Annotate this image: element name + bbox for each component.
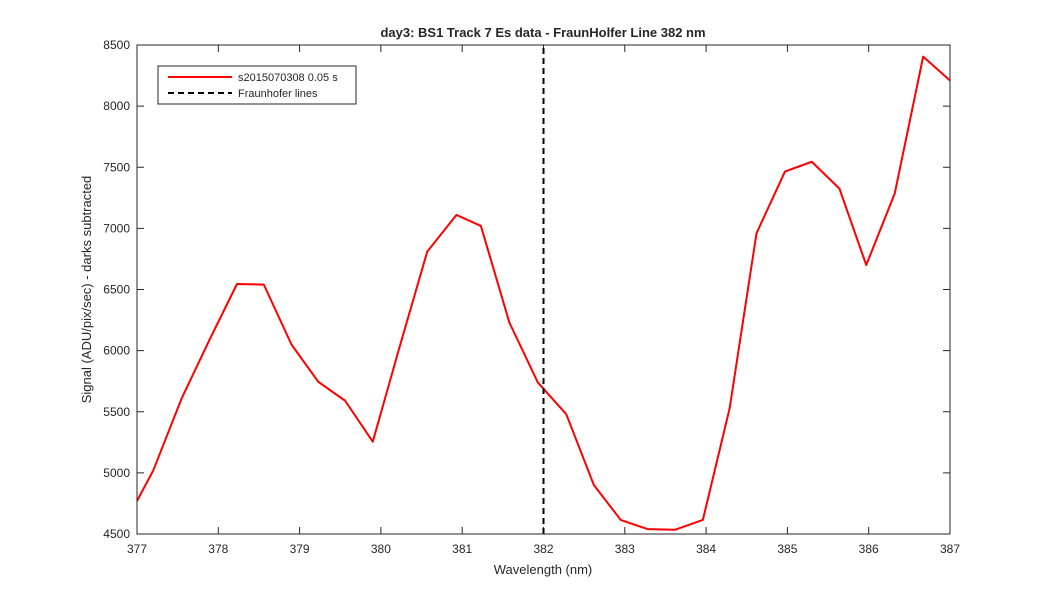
y-tick-label: 6000	[103, 344, 130, 358]
y-tick-label: 7500	[103, 160, 130, 174]
chart-title: day3: BS1 Track 7 Es data - FraunHolfer …	[380, 25, 705, 40]
y-tick-label: 8500	[103, 38, 130, 52]
x-tick-label: 378	[208, 542, 228, 556]
x-tick-label: 383	[615, 542, 635, 556]
series-line-signal	[136, 55, 951, 531]
x-tick-label: 377	[127, 542, 147, 556]
legend-entry-measured: s2015070308 0.05 s	[238, 72, 338, 84]
axes-box	[136, 44, 951, 535]
x-axis: 377 378 379 380 381 382 383 384 385 386 387	[127, 45, 960, 556]
y-axis-label: Signal (ADU/pix/sec) - darks subtracted	[79, 176, 94, 404]
x-tick-label: 381	[452, 542, 472, 556]
y-tick-label: 5000	[103, 466, 130, 480]
x-tick-label: 384	[696, 542, 716, 556]
series-layer	[136, 45, 951, 534]
x-tick-label: 386	[859, 542, 879, 556]
y-tick-label: 4500	[103, 527, 130, 541]
y-tick-label: 6500	[103, 283, 130, 297]
y-tick-label: 8000	[103, 99, 130, 113]
x-tick-label: 382	[533, 542, 553, 556]
x-tick-label: 385	[777, 542, 797, 556]
legend-entry-fraunhofer: Fraunhofer lines	[238, 88, 318, 100]
legend: s2015070308 0.05 s Fraunhofer lines	[157, 65, 357, 105]
legend-box	[157, 65, 357, 105]
x-axis-label: Wavelength (nm)	[494, 562, 593, 577]
y-tick-label: 5500	[103, 405, 130, 419]
x-tick-label: 379	[290, 542, 310, 556]
y-tick-label: 7000	[103, 221, 130, 235]
x-tick-label: 380	[371, 542, 391, 556]
y-axis: 4500 5000 5500 6000 6500 7000 7500 8000 8500	[103, 38, 950, 541]
x-tick-label: 387	[940, 542, 960, 556]
